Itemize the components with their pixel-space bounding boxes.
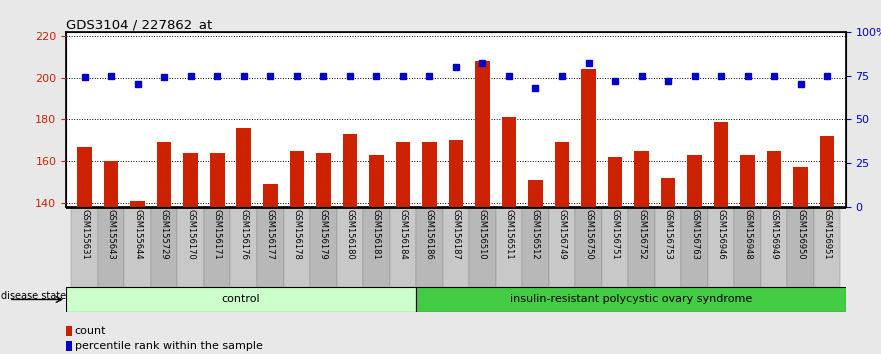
Bar <box>470 207 496 287</box>
Bar <box>310 207 337 287</box>
Bar <box>687 155 702 354</box>
Text: GSM156180: GSM156180 <box>345 210 354 260</box>
Bar <box>581 69 596 354</box>
Bar <box>231 207 257 287</box>
Text: GSM156752: GSM156752 <box>637 210 646 260</box>
Text: GSM156951: GSM156951 <box>823 210 832 260</box>
Bar <box>104 161 118 354</box>
Bar <box>396 142 411 354</box>
Text: GSM156511: GSM156511 <box>505 210 514 260</box>
Bar <box>707 207 735 287</box>
Text: percentile rank within the sample: percentile rank within the sample <box>75 341 263 352</box>
Bar <box>369 155 383 354</box>
Bar <box>71 207 98 287</box>
Text: disease state: disease state <box>1 291 66 301</box>
Bar <box>634 151 648 354</box>
Bar <box>555 142 569 354</box>
Bar <box>98 207 124 287</box>
Text: GSM155729: GSM155729 <box>159 210 168 260</box>
Bar <box>389 207 416 287</box>
Bar <box>529 180 543 354</box>
Bar <box>549 207 575 287</box>
Text: GDS3104 / 227862_at: GDS3104 / 227862_at <box>66 18 212 31</box>
Text: GSM156181: GSM156181 <box>372 210 381 260</box>
Bar <box>448 140 463 354</box>
Text: GSM155643: GSM155643 <box>107 210 115 260</box>
Bar <box>124 207 151 287</box>
Bar <box>416 287 846 312</box>
Bar <box>66 326 71 336</box>
Bar <box>284 207 310 287</box>
Bar <box>628 207 655 287</box>
Bar <box>442 207 470 287</box>
Text: GSM156946: GSM156946 <box>716 210 726 260</box>
Bar <box>157 142 172 354</box>
Bar <box>290 151 304 354</box>
Bar <box>177 207 204 287</box>
Bar <box>204 207 231 287</box>
Text: GSM156171: GSM156171 <box>212 210 222 260</box>
Bar <box>714 121 729 354</box>
Text: GSM155631: GSM155631 <box>80 210 89 260</box>
Bar <box>422 142 437 354</box>
Text: GSM156176: GSM156176 <box>240 210 248 260</box>
Bar <box>602 207 628 287</box>
Bar <box>794 167 808 354</box>
Bar <box>820 136 834 354</box>
Bar <box>814 207 840 287</box>
Text: insulin-resistant polycystic ovary syndrome: insulin-resistant polycystic ovary syndr… <box>509 295 751 304</box>
Text: GSM156186: GSM156186 <box>425 210 434 260</box>
Bar <box>501 118 516 354</box>
Text: GSM156950: GSM156950 <box>796 210 805 260</box>
Bar <box>343 134 357 354</box>
Bar <box>337 207 363 287</box>
Bar <box>735 207 761 287</box>
Bar <box>740 155 755 354</box>
Text: GSM156749: GSM156749 <box>558 210 566 260</box>
Text: GSM156763: GSM156763 <box>690 210 700 261</box>
Bar <box>655 207 681 287</box>
Text: GSM156948: GSM156948 <box>744 210 752 260</box>
Bar <box>363 207 389 287</box>
Bar <box>316 153 330 354</box>
Bar <box>761 207 788 287</box>
Text: GSM156170: GSM156170 <box>186 210 196 260</box>
Bar <box>66 341 71 352</box>
Bar <box>766 151 781 354</box>
Text: count: count <box>75 326 107 336</box>
Text: GSM156753: GSM156753 <box>663 210 672 260</box>
Text: GSM156184: GSM156184 <box>398 210 407 260</box>
Bar <box>151 207 177 287</box>
Bar <box>661 178 676 354</box>
Bar <box>475 61 490 354</box>
Text: control: control <box>221 295 260 304</box>
Text: GSM156178: GSM156178 <box>292 210 301 260</box>
Text: GSM156750: GSM156750 <box>584 210 593 260</box>
Bar <box>575 207 602 287</box>
Text: GSM156512: GSM156512 <box>531 210 540 260</box>
Text: GSM156510: GSM156510 <box>478 210 487 260</box>
Text: GSM156187: GSM156187 <box>451 210 461 260</box>
Bar <box>257 207 284 287</box>
Text: GSM156177: GSM156177 <box>266 210 275 260</box>
Bar <box>416 207 442 287</box>
Text: GSM156949: GSM156949 <box>770 210 779 260</box>
Bar <box>681 207 707 287</box>
Bar <box>263 184 278 354</box>
Text: GSM155644: GSM155644 <box>133 210 142 260</box>
Bar <box>210 153 225 354</box>
Bar <box>183 153 198 354</box>
Bar <box>130 201 145 354</box>
Text: GSM156751: GSM156751 <box>611 210 619 260</box>
Text: GSM156179: GSM156179 <box>319 210 328 260</box>
Bar <box>788 207 814 287</box>
Bar <box>78 147 92 354</box>
Bar <box>496 207 522 287</box>
Bar <box>236 128 251 354</box>
Bar <box>608 157 622 354</box>
Bar <box>66 287 416 312</box>
Bar <box>522 207 549 287</box>
